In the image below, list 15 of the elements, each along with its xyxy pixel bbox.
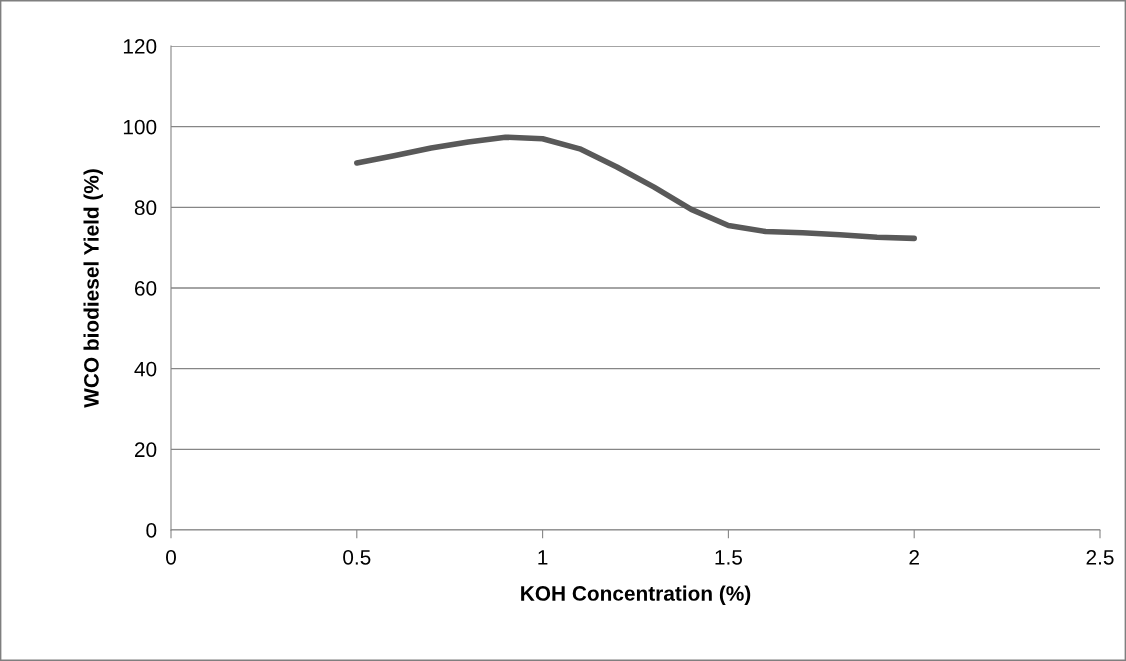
y-tick-label: 80 [134,200,157,216]
x-tick-label: 1.5 [715,550,743,565]
x-tick-label: 0 [166,549,176,565]
y-tick-label: 100 [123,119,157,135]
x-axis-title: KOH Concentration (%) [521,585,751,605]
x-tick-label: 0.5 [343,549,371,565]
y-tick-label: 20 [134,442,157,458]
y-tick-label: 0 [146,523,157,538]
y-tick-label: 120 [123,39,157,54]
y-tick-label: 60 [135,281,157,296]
x-tick-label: 2 [909,549,919,565]
y-tick-label: 40 [134,361,157,377]
y-axis-title: WCO biodiesel Yield (%) [83,169,103,408]
x-tick-label: 1 [538,550,548,565]
x-tick-label: 2.5 [1086,549,1114,565]
